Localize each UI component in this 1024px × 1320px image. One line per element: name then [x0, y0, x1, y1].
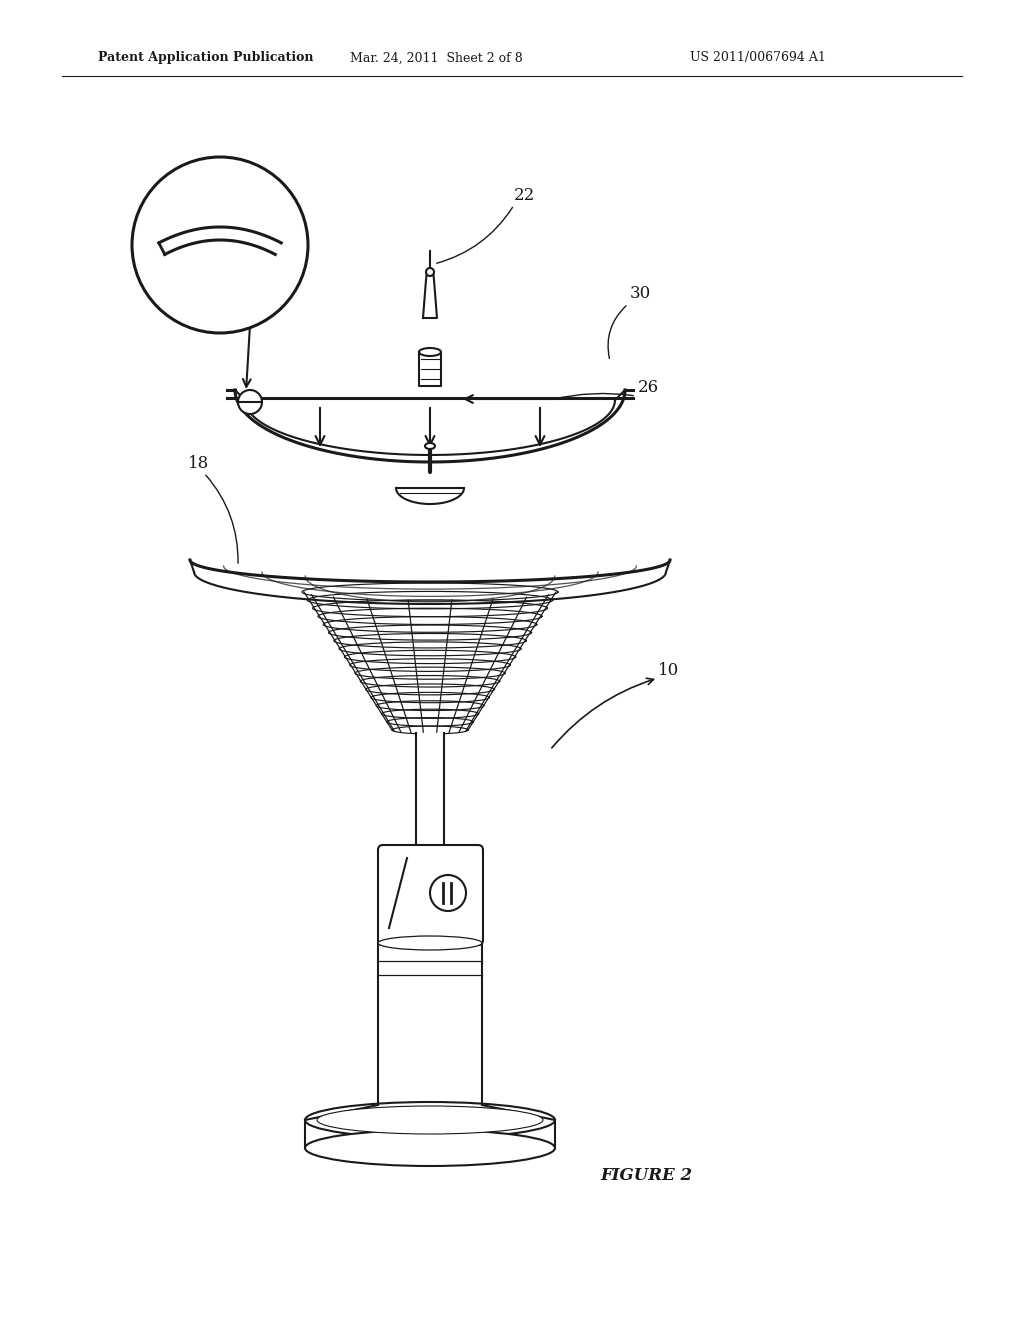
Text: 26: 26 [638, 379, 659, 396]
Polygon shape [423, 271, 437, 318]
Ellipse shape [305, 1130, 555, 1166]
Polygon shape [416, 733, 444, 861]
Ellipse shape [305, 1102, 555, 1138]
Circle shape [132, 157, 308, 333]
Text: Patent Application Publication: Patent Application Publication [98, 51, 313, 65]
Text: 22: 22 [514, 187, 536, 205]
Polygon shape [378, 942, 482, 1105]
Text: Mar. 24, 2011  Sheet 2 of 8: Mar. 24, 2011 Sheet 2 of 8 [350, 51, 522, 65]
Ellipse shape [425, 444, 435, 449]
Text: FIGURE 2: FIGURE 2 [600, 1167, 692, 1184]
Ellipse shape [426, 268, 434, 276]
FancyBboxPatch shape [378, 845, 483, 945]
Ellipse shape [317, 1106, 543, 1134]
Text: 10: 10 [658, 663, 679, 678]
Polygon shape [419, 352, 441, 385]
Ellipse shape [378, 936, 482, 950]
Polygon shape [305, 1119, 555, 1148]
Text: US 2011/0067694 A1: US 2011/0067694 A1 [690, 51, 826, 65]
Circle shape [238, 389, 262, 414]
Text: 18: 18 [188, 455, 209, 473]
Text: 30: 30 [630, 285, 651, 302]
Ellipse shape [430, 875, 466, 911]
Ellipse shape [419, 348, 441, 356]
